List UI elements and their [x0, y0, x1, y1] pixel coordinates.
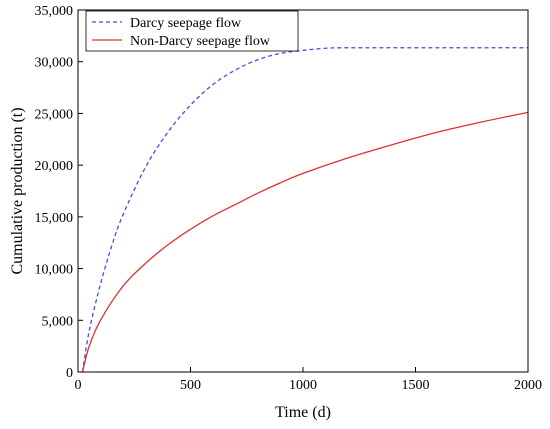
ticks-layer: 0 500 1000 1500 2000 0 5,000 10,000 15,000 20,000…: [35, 4, 543, 393]
y-tick-label: 25,000: [35, 107, 74, 122]
legend-label-darcy: Darcy seepage flow: [130, 16, 242, 31]
x-tick-label: 500: [180, 378, 201, 393]
legend: Darcy seepage flow Non-Darcy seepage flo…: [85, 10, 299, 52]
legend-box: [85, 10, 299, 52]
x-axis-title: Time (d): [275, 404, 331, 421]
plot-frame: [77, 9, 529, 373]
y-tick-label: 0: [66, 366, 73, 381]
legend-label-non-darcy: Non-Darcy seepage flow: [130, 34, 271, 49]
x-tick-label: 1500: [402, 378, 430, 393]
y-tick-label: 10,000: [35, 263, 74, 278]
x-tick-label: 2000: [514, 378, 542, 393]
y-tick-label: 35,000: [35, 4, 74, 19]
y-tick-label: 15,000: [35, 211, 74, 226]
x-tick-label: 0: [75, 378, 82, 393]
y-tick-label: 20,000: [35, 159, 74, 174]
x-tick-label: 1000: [289, 378, 317, 393]
series-line-darcy: [81, 47, 528, 373]
y-axis-title: Cumulative production (t): [9, 107, 26, 274]
series-layer: [81, 47, 529, 373]
y-tick-label: 30,000: [35, 56, 74, 71]
y-tick-label: 5,000: [42, 314, 74, 329]
series-line-non-darcy: [81, 111, 529, 373]
